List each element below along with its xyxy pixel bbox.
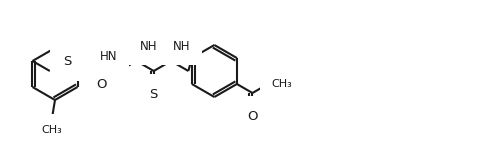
Text: NH: NH [173, 40, 191, 53]
Text: CH₃: CH₃ [42, 125, 62, 135]
Text: HN: HN [100, 50, 117, 63]
Text: O: O [97, 77, 107, 91]
Text: CH₃: CH₃ [271, 79, 292, 89]
Text: S: S [63, 55, 71, 67]
Text: S: S [150, 87, 158, 101]
Text: O: O [247, 110, 258, 122]
Text: NH: NH [139, 40, 157, 53]
